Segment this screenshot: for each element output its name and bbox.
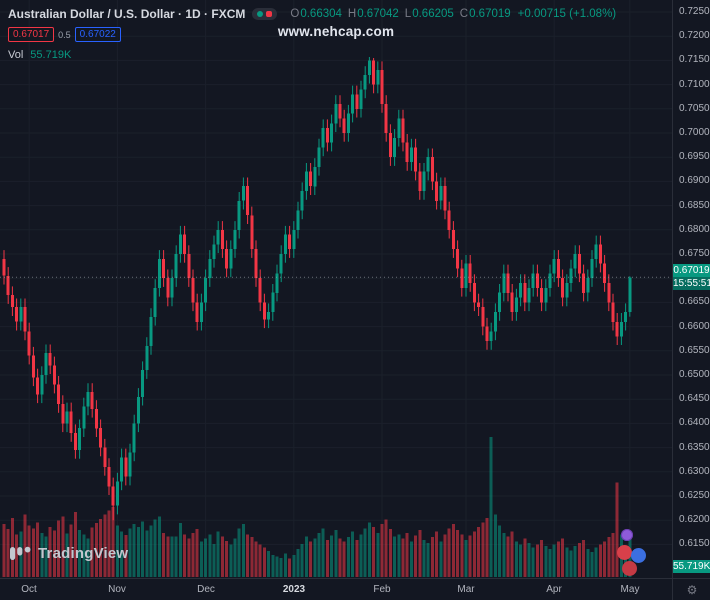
low-value: 0.66205: [412, 8, 454, 20]
time-axis-label: Nov: [108, 584, 126, 595]
up-color-dot-icon: [257, 11, 264, 17]
time-axis-label: Dec: [197, 584, 215, 595]
volume-indicator-label[interactable]: Vol: [8, 49, 24, 61]
time-axis-label: Apr: [546, 584, 562, 595]
time-axis-label: 2023: [282, 584, 306, 595]
volume-indicator-value: 55.719K: [30, 49, 72, 61]
legend: Australian Dollar / U.S. Dollar · 1D · F…: [8, 6, 616, 61]
change-value: +0.00715 (+1.08%): [517, 8, 617, 20]
price-axis-label: 0.61500: [679, 538, 710, 549]
time-axis[interactable]: Oct Nov Dec 2023 Feb Mar Apr May: [0, 578, 672, 600]
ohlc-readout: O 0.66304 H 0.67042 L 0.66205 C 0.67019 +0.0…: [284, 8, 616, 20]
purple-sticker-icon: [621, 529, 633, 541]
last-price-badge: 0.67019: [673, 264, 710, 277]
bar-countdown-badge: 15:55:51: [673, 277, 710, 290]
volume-badge: 55.719K: [673, 560, 710, 573]
close-label: C: [459, 8, 469, 20]
tradingview-logo[interactable]: TradingView: [10, 545, 128, 562]
low-label: L: [404, 8, 412, 20]
down-color-dot-icon: [266, 11, 273, 17]
red-coin-sticker-icon: [622, 561, 637, 576]
bid-ask-row: 0.67017 0.5 0.67022: [8, 27, 616, 42]
volume-indicator-row: Vol 55.719K: [8, 49, 616, 61]
last-price-badge-value: 0.67019: [673, 265, 710, 276]
time-axis-label: May: [620, 584, 640, 595]
time-axis-label: Feb: [373, 584, 391, 595]
blue-coin-sticker-icon: [631, 548, 646, 563]
tradingview-icon: [10, 546, 31, 560]
close-value: 0.67019: [469, 8, 511, 20]
open-label: O: [290, 8, 300, 20]
symbol-title[interactable]: Australian Dollar / U.S. Dollar · 1D · F…: [8, 7, 246, 21]
axis-corner: ⚙: [672, 578, 710, 600]
chart-pane[interactable]: www.nehcap.com Australian Dollar / U.S. …: [0, 0, 672, 578]
open-value: 0.66304: [300, 8, 342, 20]
legend-main-row: Australian Dollar / U.S. Dollar · 1D · F…: [8, 6, 616, 22]
settings-gear-icon[interactable]: ⚙: [686, 583, 698, 597]
time-axis-label: Oct: [21, 584, 37, 595]
series-status-pill[interactable]: [252, 8, 278, 20]
time-axis-label: Mar: [457, 584, 475, 595]
spread-value: 0.5: [58, 29, 71, 40]
bid-price-button[interactable]: 0.67017: [8, 27, 55, 42]
tradingview-wordmark: TradingView: [38, 545, 129, 562]
bar-countdown-value: 15:55:51: [673, 278, 710, 289]
high-label: H: [347, 8, 357, 20]
ask-price-button[interactable]: 0.67022: [74, 27, 121, 42]
volume-badge-value: 55.719K: [673, 561, 710, 572]
red-coin-sticker-icon: [617, 545, 632, 560]
candlestick-chart-canvas[interactable]: [0, 0, 672, 578]
high-value: 0.67042: [357, 8, 399, 20]
